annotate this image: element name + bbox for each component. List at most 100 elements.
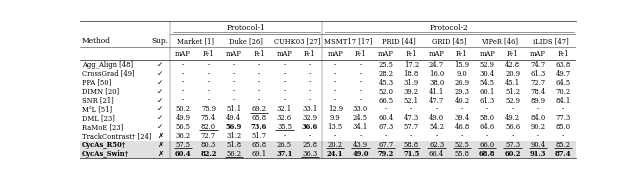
Text: 85.0: 85.0 xyxy=(556,123,571,131)
Text: 79.2: 79.2 xyxy=(378,150,394,158)
Text: ✓: ✓ xyxy=(157,106,163,112)
Text: 57.7: 57.7 xyxy=(404,123,419,131)
Text: mAP: mAP xyxy=(327,50,343,58)
Text: 9.0: 9.0 xyxy=(456,70,467,78)
Text: -: - xyxy=(308,132,311,140)
Text: -: - xyxy=(562,132,564,140)
Text: -: - xyxy=(308,61,311,69)
Bar xyxy=(80,141,576,150)
Text: -: - xyxy=(410,105,412,113)
Text: MSMT17 [17]: MSMT17 [17] xyxy=(324,37,372,45)
Text: 16.0: 16.0 xyxy=(429,70,444,78)
Text: Duke [26]: Duke [26] xyxy=(230,37,264,45)
Text: -: - xyxy=(435,105,438,113)
Text: 91.3: 91.3 xyxy=(530,150,546,158)
Text: VIPeR [46]: VIPeR [46] xyxy=(481,37,518,45)
Text: mAP: mAP xyxy=(429,50,445,58)
Text: 36.6: 36.6 xyxy=(301,123,318,131)
Text: -: - xyxy=(435,132,438,140)
Text: -: - xyxy=(284,96,285,104)
Text: 49.2: 49.2 xyxy=(505,114,520,122)
Text: TrackContrast† [24]: TrackContrast† [24] xyxy=(82,132,152,140)
Text: 46.8: 46.8 xyxy=(454,123,470,131)
Text: 51.1: 51.1 xyxy=(226,105,241,113)
Text: 13.5: 13.5 xyxy=(328,123,343,131)
Text: 67.7: 67.7 xyxy=(378,141,394,149)
Text: 52.9: 52.9 xyxy=(505,96,520,104)
Text: 56.5: 56.5 xyxy=(175,123,191,131)
Text: -: - xyxy=(232,79,235,87)
Text: -: - xyxy=(334,61,336,69)
Text: -: - xyxy=(537,132,539,140)
Text: 64.6: 64.6 xyxy=(479,123,495,131)
Text: -: - xyxy=(360,88,362,96)
Text: CrossGrad [49]: CrossGrad [49] xyxy=(82,70,134,78)
Text: mAP: mAP xyxy=(479,50,495,58)
Text: R-1: R-1 xyxy=(557,50,569,58)
Text: -: - xyxy=(182,61,184,69)
Text: GRID [45]: GRID [45] xyxy=(432,37,467,45)
Text: 36.3: 36.3 xyxy=(302,150,317,158)
Text: 37.1: 37.1 xyxy=(276,150,292,158)
Text: 68.8: 68.8 xyxy=(479,150,495,158)
Text: -: - xyxy=(284,132,285,140)
Text: -: - xyxy=(308,96,311,104)
Text: -: - xyxy=(360,61,362,69)
Text: 28.2: 28.2 xyxy=(378,70,394,78)
Text: 25.5: 25.5 xyxy=(378,61,394,69)
Text: -: - xyxy=(258,70,260,78)
Text: DIMN [20]: DIMN [20] xyxy=(82,88,119,96)
Text: PRID [44]: PRID [44] xyxy=(381,37,415,45)
Text: -: - xyxy=(334,132,336,140)
Text: -: - xyxy=(360,96,362,104)
Text: ✓: ✓ xyxy=(157,115,163,121)
Text: -: - xyxy=(284,61,285,69)
Text: ✓: ✓ xyxy=(157,98,163,104)
Text: ✗: ✗ xyxy=(157,142,163,148)
Text: 31.9: 31.9 xyxy=(404,79,419,87)
Text: -: - xyxy=(207,79,209,87)
Text: -: - xyxy=(385,105,387,113)
Text: -: - xyxy=(258,88,260,96)
Text: 49.4: 49.4 xyxy=(226,114,241,122)
Text: -: - xyxy=(360,70,362,78)
Text: -: - xyxy=(486,105,488,113)
Text: 66.4: 66.4 xyxy=(429,150,444,158)
Text: 77.3: 77.3 xyxy=(556,114,571,122)
Text: 9.9: 9.9 xyxy=(330,114,340,122)
Text: 47.3: 47.3 xyxy=(404,114,419,122)
Text: -: - xyxy=(360,132,362,140)
Text: 26.5: 26.5 xyxy=(277,141,292,149)
Text: 78.4: 78.4 xyxy=(531,88,545,96)
Text: 60.4: 60.4 xyxy=(378,114,394,122)
Text: 56.2: 56.2 xyxy=(227,150,241,158)
Text: -: - xyxy=(562,105,564,113)
Text: 70.2: 70.2 xyxy=(556,88,571,96)
Text: 56.9: 56.9 xyxy=(226,123,242,131)
Text: -: - xyxy=(385,132,387,140)
Text: 74.7: 74.7 xyxy=(531,61,545,69)
Text: 51.7: 51.7 xyxy=(252,132,267,140)
Text: 65.8: 65.8 xyxy=(252,141,267,149)
Text: 54.2: 54.2 xyxy=(429,123,444,131)
Text: mAP: mAP xyxy=(378,50,394,58)
Text: R-1: R-1 xyxy=(405,50,417,58)
Text: 41.1: 41.1 xyxy=(429,88,444,96)
Text: 84.0: 84.0 xyxy=(531,114,545,122)
Text: 32.9: 32.9 xyxy=(302,114,317,122)
Text: 20.9: 20.9 xyxy=(505,70,520,78)
Text: 20.2: 20.2 xyxy=(328,141,342,149)
Text: -: - xyxy=(461,105,463,113)
Text: -: - xyxy=(232,61,235,69)
Text: -: - xyxy=(182,88,184,96)
Text: ✓: ✓ xyxy=(157,71,163,77)
Text: -: - xyxy=(207,70,209,78)
Text: RaMoE [23]: RaMoE [23] xyxy=(82,123,124,131)
Bar xyxy=(80,150,576,158)
Text: -: - xyxy=(182,79,184,87)
Text: 39.4: 39.4 xyxy=(454,114,470,122)
Text: mAP: mAP xyxy=(175,50,191,58)
Text: 61.3: 61.3 xyxy=(531,70,545,78)
Text: 17.2: 17.2 xyxy=(404,61,419,69)
Text: 89.9: 89.9 xyxy=(531,96,545,104)
